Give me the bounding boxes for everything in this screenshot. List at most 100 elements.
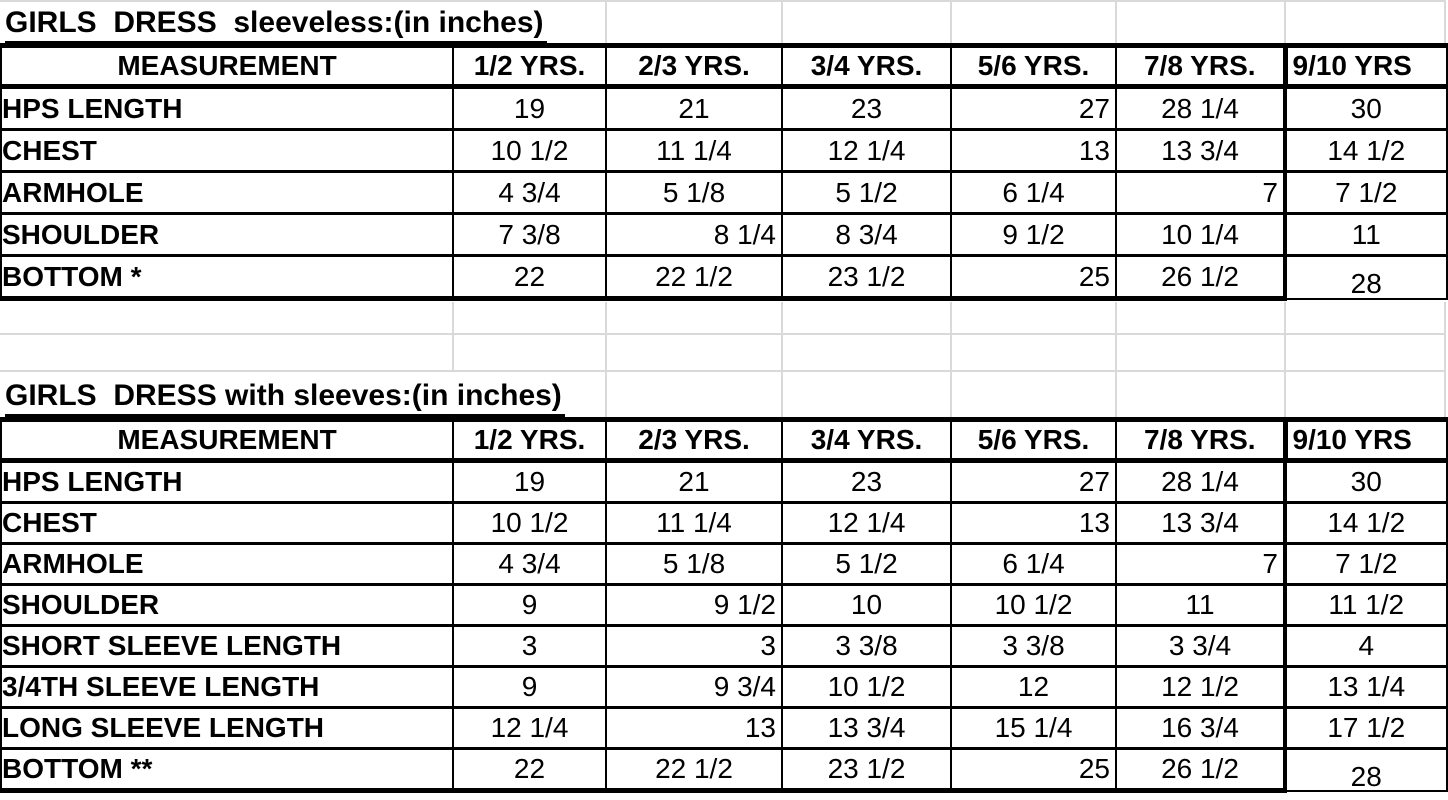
measurement-cell[interactable]: 14 1/2 <box>1283 128 1448 172</box>
measurement-cell[interactable]: 11 <box>1115 583 1285 626</box>
measurement-cell[interactable]: 3 <box>605 624 782 667</box>
table-title-sleeveless[interactable]: GIRLS DRESS sleeveless:(in inches) <box>5 6 547 44</box>
measurement-cell[interactable]: 10 1/2 <box>950 583 1116 626</box>
measurement-cell[interactable]: 3 3/8 <box>781 624 951 667</box>
row-label[interactable]: BOTTOM ** <box>0 747 453 793</box>
measurement-cell[interactable]: 10 1/4 <box>1115 212 1285 256</box>
measurement-cell[interactable]: 5 1/2 <box>781 170 951 214</box>
measurement-cell[interactable]: 19 <box>452 85 606 130</box>
measurement-cell[interactable]: 23 <box>781 459 951 503</box>
measurement-cell[interactable]: 7 1/2 <box>1283 542 1448 585</box>
measurement-cell[interactable]: 22 1/2 <box>605 747 782 793</box>
table-title-with-sleeves[interactable]: GIRLS DRESS with sleeves:(in inches) <box>5 379 565 417</box>
measurement-cell[interactable]: 15 1/4 <box>950 706 1116 749</box>
measurement-cell[interactable]: 30 <box>1283 459 1448 503</box>
measurement-cell[interactable]: 5 1/8 <box>605 542 782 585</box>
measurement-cell[interactable]: 16 3/4 <box>1115 706 1285 749</box>
row-label[interactable]: BOTTOM * <box>0 254 453 301</box>
column-header[interactable]: 5/6 YRS. <box>950 43 1116 89</box>
measurement-cell[interactable]: 7 1/2 <box>1283 170 1448 214</box>
measurement-cell[interactable]: 7 3/8 <box>452 212 606 256</box>
measurement-cell[interactable]: 26 1/2 <box>1115 254 1285 301</box>
measurement-cell[interactable]: 11 1/2 <box>1283 583 1448 626</box>
measurement-cell[interactable]: 28 <box>1283 254 1448 300</box>
measurement-cell[interactable]: 28 1/4 <box>1115 85 1285 130</box>
measurement-cell[interactable]: 9 1/2 <box>605 583 782 626</box>
row-label[interactable]: LONG SLEEVE LENGTH <box>0 706 453 749</box>
measurement-cell[interactable]: 3 3/8 <box>950 624 1116 667</box>
measurement-cell[interactable]: 11 1/4 <box>605 501 782 544</box>
measurement-cell[interactable]: 7 <box>1115 542 1285 585</box>
column-header[interactable]: 9/10 YRS <box>1282 417 1448 463</box>
measurement-cell[interactable]: 13 <box>950 501 1116 544</box>
measurement-cell[interactable]: 14 1/2 <box>1283 501 1448 544</box>
measurement-cell[interactable]: 12 1/4 <box>452 706 606 749</box>
row-label[interactable]: 3/4TH SLEEVE LENGTH <box>0 665 453 708</box>
measurement-cell[interactable]: 13 <box>605 706 782 749</box>
measurement-cell[interactable]: 23 1/2 <box>781 254 951 301</box>
measurement-cell[interactable]: 10 <box>781 583 951 626</box>
column-header[interactable]: 7/8 YRS. <box>1115 417 1285 463</box>
measurement-cell[interactable]: 10 1/2 <box>781 665 951 708</box>
row-label[interactable]: CHEST <box>0 128 453 172</box>
row-label[interactable]: SHOULDER <box>0 212 453 256</box>
measurement-cell[interactable]: 12 <box>950 665 1116 708</box>
column-header[interactable]: 2/3 YRS. <box>605 43 782 89</box>
measurement-cell[interactable]: 23 <box>781 85 951 130</box>
measurement-cell[interactable]: 17 1/2 <box>1283 706 1448 749</box>
measurement-cell[interactable]: 25 <box>950 254 1116 301</box>
measurement-cell[interactable]: 26 1/2 <box>1115 747 1285 793</box>
measurement-cell[interactable]: 12 1/2 <box>1115 665 1285 708</box>
measurement-cell[interactable]: 5 1/8 <box>605 170 782 214</box>
row-label[interactable]: HPS LENGTH <box>0 85 453 130</box>
column-header[interactable]: 1/2 YRS. <box>452 43 606 89</box>
measurement-cell[interactable]: 13 3/4 <box>781 706 951 749</box>
measurement-cell[interactable]: 12 1/4 <box>781 128 951 172</box>
measurement-cell[interactable]: 4 3/4 <box>452 542 606 585</box>
measurement-cell[interactable]: 13 3/4 <box>1115 128 1285 172</box>
measurement-cell[interactable]: 7 <box>1115 170 1285 214</box>
measurement-cell[interactable]: 3 <box>452 624 606 667</box>
column-header[interactable]: 5/6 YRS. <box>950 417 1116 463</box>
measurement-cell[interactable]: 9 <box>452 665 606 708</box>
measurement-cell[interactable]: 3 3/4 <box>1115 624 1285 667</box>
row-label[interactable]: ARMHOLE <box>0 542 453 585</box>
measurement-cell[interactable]: 5 1/2 <box>781 542 951 585</box>
measurement-cell[interactable]: 11 <box>1283 212 1448 256</box>
measurement-cell[interactable]: 11 1/4 <box>605 128 782 172</box>
measurement-cell[interactable]: 4 3/4 <box>452 170 606 214</box>
column-header[interactable]: MEASUREMENT <box>0 43 453 89</box>
measurement-cell[interactable]: 27 <box>950 459 1116 503</box>
measurement-cell[interactable]: 21 <box>605 85 782 130</box>
row-label[interactable]: SHOULDER <box>0 583 453 626</box>
measurement-cell[interactable]: 10 1/2 <box>452 128 606 172</box>
measurement-cell[interactable]: 13 1/4 <box>1283 665 1448 708</box>
row-label[interactable]: SHORT SLEEVE LENGTH <box>0 624 453 667</box>
measurement-cell[interactable]: 30 <box>1283 85 1448 130</box>
measurement-cell[interactable]: 19 <box>452 459 606 503</box>
measurement-cell[interactable]: 9 <box>452 583 606 626</box>
measurement-cell[interactable]: 9 1/2 <box>950 212 1116 256</box>
measurement-cell[interactable]: 12 1/4 <box>781 501 951 544</box>
measurement-cell[interactable]: 4 <box>1283 624 1448 667</box>
column-header[interactable]: 9/10 YRS <box>1282 43 1448 89</box>
column-header[interactable]: 1/2 YRS. <box>452 417 606 463</box>
measurement-cell[interactable]: 22 <box>452 254 606 301</box>
column-header[interactable]: 3/4 YRS. <box>781 43 951 89</box>
row-label[interactable]: HPS LENGTH <box>0 459 453 503</box>
measurement-cell[interactable]: 28 1/4 <box>1115 459 1285 503</box>
column-header[interactable]: 3/4 YRS. <box>781 417 951 463</box>
column-header[interactable]: 2/3 YRS. <box>605 417 782 463</box>
measurement-cell[interactable]: 6 1/4 <box>950 542 1116 585</box>
measurement-cell[interactable]: 22 <box>452 747 606 793</box>
column-header[interactable]: MEASUREMENT <box>0 417 453 463</box>
row-label[interactable]: CHEST <box>0 501 453 544</box>
measurement-cell[interactable]: 27 <box>950 85 1116 130</box>
measurement-cell[interactable]: 23 1/2 <box>781 747 951 793</box>
column-header[interactable]: 7/8 YRS. <box>1115 43 1285 89</box>
measurement-cell[interactable]: 22 1/2 <box>605 254 782 301</box>
measurement-cell[interactable]: 21 <box>605 459 782 503</box>
measurement-cell[interactable]: 25 <box>950 747 1116 793</box>
measurement-cell[interactable]: 13 <box>950 128 1116 172</box>
measurement-cell[interactable]: 13 3/4 <box>1115 501 1285 544</box>
